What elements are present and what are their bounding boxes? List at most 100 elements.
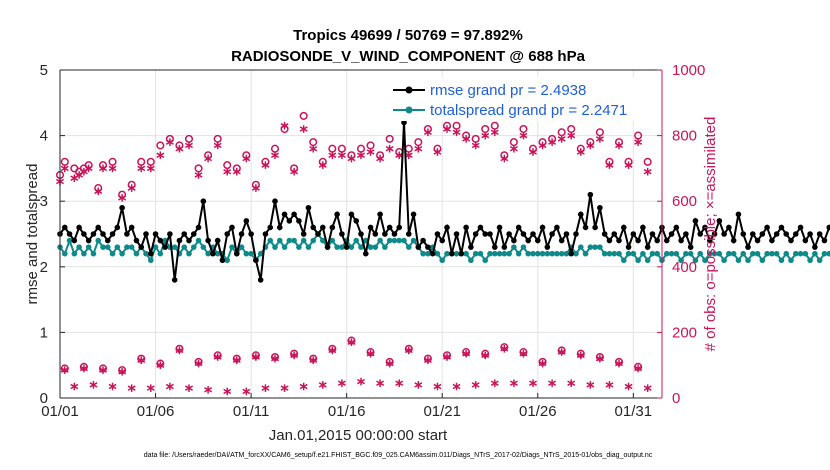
totalspread-series-point [697,250,704,257]
rmse-series-point [429,250,436,257]
totalspread-series-point [319,237,326,244]
y-tick-label: 3 [40,193,48,210]
rmse-series-point [558,237,565,244]
obs-series-5-marker [615,359,623,368]
rmse-series-point [253,257,259,264]
obs-series-3-marker [290,167,299,176]
totalspread-series-point [463,250,469,257]
obs-series-3-marker [605,161,614,169]
totalspread-series-point [147,257,154,264]
totalspread-series-point [683,250,689,257]
obs-series-5-marker [471,381,480,389]
rmse-series-point [544,244,551,250]
totalspread-series-point [286,237,293,244]
totalspread-series-point [769,250,775,257]
obs-series-3-marker [595,135,604,143]
totalspread-series-point [119,250,125,257]
rmse-series-point [554,224,560,231]
x-tick-label: 01/21 [423,403,461,420]
totalspread-series-point [606,250,613,257]
obs-series-3-marker [576,148,585,156]
totalspread-series-point [339,244,345,250]
rmse-series-point [401,119,407,126]
obs-series-5-marker [299,382,308,391]
x-axis-label: Jan.01,2015 00:00:00 start [269,427,448,444]
obs-series-5-marker [357,377,365,386]
totalspread-series-point [401,237,407,244]
totalspread-series-point [334,244,340,250]
obs-series-5-marker [146,384,155,392]
totalspread-series-point [410,237,417,244]
obs-series-3-marker [165,138,174,146]
rmse-series-point [573,231,579,237]
obs-series-3-marker [99,164,107,173]
obs-series-3-marker [538,141,547,150]
rmse-series-point [716,218,723,224]
rmse-series-point [530,231,536,237]
rmse-series-point [296,218,302,224]
obs-series-5-marker [337,379,346,388]
obs-series-5-marker [366,349,375,358]
totalspread-series-point [754,250,761,257]
obs-series-3-marker [118,194,127,202]
obs-series-3-marker [60,164,69,173]
obs-series-3-marker [452,128,461,137]
rmse-series-point [90,231,97,237]
obs-series-3-marker [624,161,633,169]
rmse-series-point [138,244,145,250]
rmse-series-point [640,224,646,231]
totalspread-series-point [654,250,661,257]
rmse-series-point [257,277,264,283]
totalspread-series-point [673,250,680,257]
totalspread-series-point [525,250,532,257]
totalspread-series-point [248,250,254,257]
totalspread-series-point [157,250,164,257]
obs-series-5-marker [414,381,423,389]
rmse-series-point [324,244,331,250]
rmse-series-point [219,257,226,264]
totalspread-series-point [468,257,474,264]
totalspread-series-point [272,244,278,250]
rmse-series-point [620,224,627,231]
totalspread-series-point [597,244,603,250]
rmse-series-point [367,224,374,231]
rmse-series-point [310,224,317,231]
plot-series [55,111,830,396]
obs-series-3-marker [509,144,518,153]
obs-series-3-marker [529,148,537,156]
totalspread-series-point [611,250,618,257]
totalspread-series-point [740,250,747,257]
totalspread-series-point [520,244,527,250]
rmse-series-point [434,231,441,237]
rmse-series-point [186,237,192,244]
obs-series-5-marker [376,379,385,388]
rmse-series-point [644,244,651,250]
rmse-series-point [291,211,297,218]
totalspread-series-point [90,250,97,257]
y2-tick-label: 1000 [672,62,705,79]
totalspread-series-point [530,250,536,257]
rmse-series-point [420,237,426,244]
totalspread-series-point [195,237,202,244]
obs-series-3-marker [490,128,499,137]
totalspread-series-point [257,250,264,257]
x-tick-label: 01/26 [519,403,557,420]
totalspread-series-point [420,250,426,257]
totalspread-series-point [491,250,498,257]
obs-series-5-marker [404,346,413,355]
totalspread-series-point [205,250,211,257]
rmse-series-point [783,231,790,237]
rmse-series-point [276,224,283,231]
obs-series-5-marker [70,382,79,391]
x-tick-label: 01/01 [41,403,79,420]
rmse-series-point [663,237,670,244]
rmse-series-point [515,224,522,231]
rmse-series-point [706,237,713,244]
rmse-series-point [210,250,216,257]
obs-series-5-marker [443,353,451,361]
totalspread-series-point [477,250,484,257]
rmse-series-point [812,244,818,250]
rmse-series-point [267,224,274,231]
totalspread-series-point [573,250,579,257]
rmse-series-point [200,198,207,204]
